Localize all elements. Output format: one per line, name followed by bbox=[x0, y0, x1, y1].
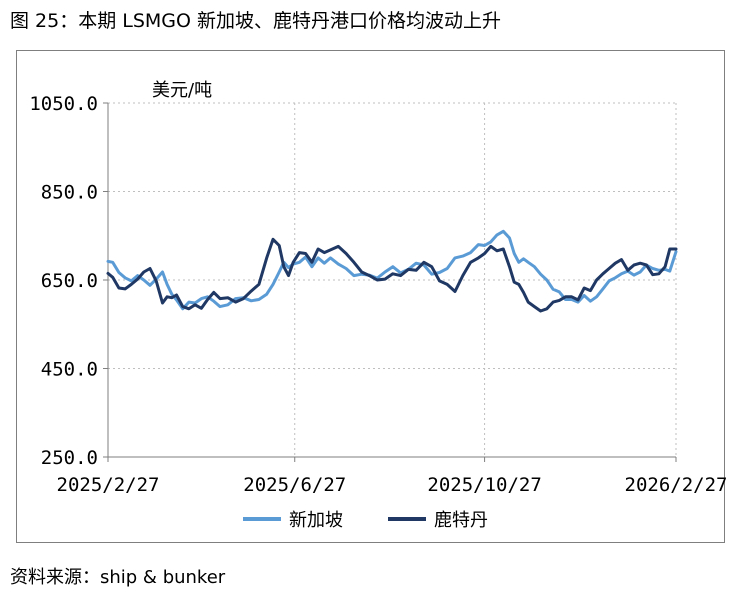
x-tick-label: 2025/10/27 bbox=[427, 474, 541, 496]
figure-title: 图 25：本期 LSMGO 新加坡、鹿特丹港口价格均波动上升 bbox=[10, 10, 502, 32]
y-tick-label: 1050.0 bbox=[29, 93, 98, 115]
series-lines bbox=[106, 229, 678, 313]
series-line-singapore bbox=[106, 229, 678, 311]
y-tick-label: 650.0 bbox=[41, 270, 98, 292]
source-note: 资料来源：ship & bunker bbox=[10, 567, 226, 588]
grid-lines bbox=[108, 102, 677, 457]
legend-label: 鹿特丹 bbox=[434, 510, 488, 531]
series-line-rotterdam bbox=[106, 237, 678, 313]
chart-frame bbox=[16, 50, 725, 543]
x-tick-label: 2025/2/27 bbox=[57, 474, 160, 496]
x-tick-label: 2025/6/27 bbox=[243, 474, 346, 496]
y-tick-label: 450.0 bbox=[41, 359, 98, 381]
y-tick-label: 250.0 bbox=[41, 447, 98, 469]
x-tick-label: 2026/2/27 bbox=[625, 474, 728, 496]
y-tick-label: 850.0 bbox=[41, 182, 98, 204]
y-axis-unit-label: 美元/吨 bbox=[152, 80, 212, 101]
legend-label: 新加坡 bbox=[289, 510, 343, 531]
axes: 250.0 450.0 650.0 850.0 1050.0 2025/2/27 2025/… bbox=[29, 93, 727, 496]
legend: 新加坡 鹿特丹 bbox=[243, 510, 488, 531]
